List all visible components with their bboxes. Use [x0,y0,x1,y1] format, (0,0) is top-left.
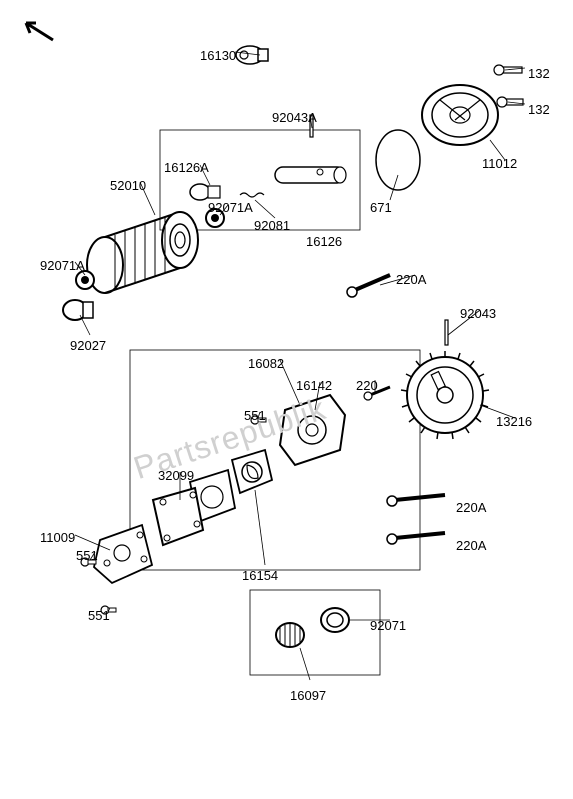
part-label-92071A: 92071A [40,258,85,273]
part-label-220: 220 [356,378,378,393]
part-label-220A: 220A [456,500,486,515]
part-label-16097: 16097 [290,688,326,703]
part-label-551: 551 [244,408,266,423]
part-label-16126A: 16126A [164,160,209,175]
parts-diagram: Partsrepublik 1613013213292043A110121612… [0,0,573,799]
part-label-13216: 13216 [496,414,532,429]
part-label-11009: 11009 [40,530,75,545]
part-label-220A: 220A [456,538,486,553]
part-label-220A: 220A [396,272,426,287]
part-label-132: 132 [528,102,550,117]
part-label-16082: 16082 [248,356,284,371]
part-label-551: 551 [76,548,98,563]
part-label-32099: 32099 [158,468,194,483]
part-label-16154: 16154 [242,568,278,583]
part-label-132: 132 [528,66,550,81]
part-label-92081: 92081 [254,218,290,233]
part-label-92027: 92027 [70,338,106,353]
part-label-92043A: 92043A [272,110,317,125]
part-label-551: 551 [88,608,110,623]
part-label-92071A: 92071A [208,200,253,215]
part-label-16126: 16126 [306,234,342,249]
part-label-16130: 16130 [200,48,236,63]
part-label-92043: 92043 [460,306,496,321]
part-label-11012: 11012 [482,156,517,171]
part-label-92071: 92071 [370,618,406,633]
part-label-52010: 52010 [110,178,146,193]
part-label-16142: 16142 [296,378,332,393]
part-label-671: 671 [370,200,392,215]
